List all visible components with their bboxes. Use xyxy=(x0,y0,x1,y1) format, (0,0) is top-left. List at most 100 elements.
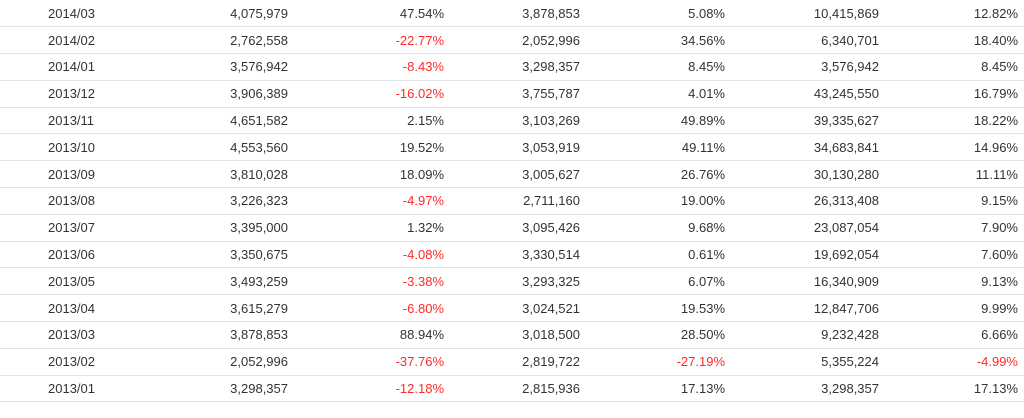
month-cell: 2013/05 xyxy=(0,267,100,296)
sales-cell: 4,651,582 xyxy=(100,107,290,135)
month-cell: 2013/03 xyxy=(0,321,100,349)
table-body: 2014/03 4,075,979 47.54% 3,878,853 5.08% 10,4… xyxy=(0,0,1024,403)
prev-year-sales-cell: 2,819,722 xyxy=(448,348,582,376)
prev-year-sales-cell: 3,103,269 xyxy=(448,107,582,135)
table-row: 2013/10 4,553,560 19.52% 3,053,919 49.11% 34,… xyxy=(0,133,1024,162)
month-cell: 2013/01 xyxy=(0,375,100,403)
mom-change-cell: 2.15% xyxy=(290,107,448,135)
prev-year-sales-cell: 3,024,521 xyxy=(448,294,582,323)
cumulative-sales-cell: 39,335,627 xyxy=(727,107,881,135)
table-row: 2014/03 4,075,979 47.54% 3,878,853 5.08% 10,4… xyxy=(0,0,1024,28)
cumulative-yoy-change-cell: 7.60% xyxy=(881,241,1024,269)
cumulative-sales-cell: 30,130,280 xyxy=(727,160,881,189)
cumulative-yoy-change-cell: 14.96% xyxy=(881,133,1024,162)
prev-year-sales-cell: 3,298,357 xyxy=(448,53,582,81)
mom-change-cell: 47.54% xyxy=(290,0,448,28)
table-row: 2013/11 4,651,582 2.15% 3,103,269 49.89% 39,3… xyxy=(0,107,1024,135)
yoy-change-cell: 0.61% xyxy=(582,241,727,269)
mom-change-cell: -16.02% xyxy=(290,80,448,108)
cumulative-yoy-change-cell: 6.66% xyxy=(881,321,1024,349)
table-row: 2013/03 3,878,853 88.94% 3,018,500 28.50% 9,2… xyxy=(0,321,1024,349)
cumulative-yoy-change-cell: 18.40% xyxy=(881,26,1024,55)
month-cell: 2013/11 xyxy=(0,107,100,135)
prev-year-sales-cell: 2,711,160 xyxy=(448,187,582,215)
month-cell: 2013/08 xyxy=(0,187,100,215)
yoy-change-cell: 9.68% xyxy=(582,214,727,242)
yoy-change-cell: 49.11% xyxy=(582,133,727,162)
prev-year-sales-cell: 3,878,853 xyxy=(448,0,582,28)
mom-change-cell: -8.43% xyxy=(290,53,448,81)
cumulative-yoy-change-cell: 9.13% xyxy=(881,267,1024,296)
mom-change-cell: -37.76% xyxy=(290,348,448,376)
prev-year-sales-cell: 3,095,426 xyxy=(448,214,582,242)
cumulative-sales-cell: 16,340,909 xyxy=(727,267,881,296)
cumulative-sales-cell: 6,340,701 xyxy=(727,26,881,55)
table-row: 2014/02 2,762,558 -22.77% 2,052,996 34.56% 6,… xyxy=(0,26,1024,55)
sales-cell: 3,615,279 xyxy=(100,294,290,323)
cumulative-sales-cell: 34,683,841 xyxy=(727,133,881,162)
month-cell: 2014/01 xyxy=(0,53,100,81)
yoy-change-cell: 28.50% xyxy=(582,321,727,349)
cumulative-sales-cell: 43,245,550 xyxy=(727,80,881,108)
prev-year-sales-cell: 3,005,627 xyxy=(448,160,582,189)
mom-change-cell: -6.80% xyxy=(290,294,448,323)
mom-change-cell: -22.77% xyxy=(290,26,448,55)
mom-change-cell: 88.94% xyxy=(290,321,448,349)
mom-change-cell: 18.09% xyxy=(290,160,448,189)
prev-year-sales-cell: 2,815,936 xyxy=(448,375,582,403)
cumulative-yoy-change-cell: 18.22% xyxy=(881,107,1024,135)
yoy-change-cell: 26.76% xyxy=(582,160,727,189)
table-row: 2013/06 3,350,675 -4.08% 3,330,514 0.61% 19,6… xyxy=(0,241,1024,269)
prev-year-sales-cell: 3,018,500 xyxy=(448,321,582,349)
yoy-change-cell: -27.19% xyxy=(582,348,727,376)
sales-cell: 3,493,259 xyxy=(100,267,290,296)
table-row: 2013/01 3,298,357 -12.18% 2,815,936 17.13% 3,… xyxy=(0,375,1024,403)
yoy-change-cell: 8.45% xyxy=(582,53,727,81)
month-cell: 2014/02 xyxy=(0,26,100,55)
cumulative-sales-cell: 12,847,706 xyxy=(727,294,881,323)
table-row: 2013/02 2,052,996 -37.76% 2,819,722 -27.19% 5… xyxy=(0,348,1024,376)
month-cell: 2013/09 xyxy=(0,160,100,189)
cumulative-yoy-change-cell: 9.15% xyxy=(881,187,1024,215)
cumulative-sales-cell: 5,355,224 xyxy=(727,348,881,376)
prev-year-sales-cell: 2,052,996 xyxy=(448,26,582,55)
mom-change-cell: -3.38% xyxy=(290,267,448,296)
prev-year-sales-cell: 3,293,325 xyxy=(448,267,582,296)
table-row: 2013/12 3,906,389 -16.02% 3,755,787 4.01% 43,… xyxy=(0,80,1024,108)
table-row: 2013/05 3,493,259 -3.38% 3,293,325 6.07% 16,3… xyxy=(0,267,1024,296)
yoy-change-cell: 19.53% xyxy=(582,294,727,323)
cumulative-yoy-change-cell: 7.90% xyxy=(881,214,1024,242)
table-row: 2013/09 3,810,028 18.09% 3,005,627 26.76% 30,… xyxy=(0,160,1024,189)
sales-cell: 3,810,028 xyxy=(100,160,290,189)
yoy-change-cell: 49.89% xyxy=(582,107,727,135)
prev-year-sales-cell: 3,755,787 xyxy=(448,80,582,108)
sales-cell: 2,052,996 xyxy=(100,348,290,376)
yoy-change-cell: 6.07% xyxy=(582,267,727,296)
cumulative-sales-cell: 26,313,408 xyxy=(727,187,881,215)
sales-cell: 3,298,357 xyxy=(100,375,290,403)
sales-cell: 3,906,389 xyxy=(100,80,290,108)
sales-cell: 4,553,560 xyxy=(100,133,290,162)
mom-change-cell: 19.52% xyxy=(290,133,448,162)
month-cell: 2013/06 xyxy=(0,241,100,269)
cumulative-yoy-change-cell: 9.99% xyxy=(881,294,1024,323)
cumulative-sales-cell: 3,576,942 xyxy=(727,53,881,81)
cumulative-yoy-change-cell: 12.82% xyxy=(881,0,1024,28)
cumulative-yoy-change-cell: 11.11% xyxy=(881,160,1024,189)
yoy-change-cell: 17.13% xyxy=(582,375,727,403)
sales-cell: 3,350,675 xyxy=(100,241,290,269)
sales-cell: 3,576,942 xyxy=(100,53,290,81)
table-row: 2013/08 3,226,323 -4.97% 2,711,160 19.00% 26,… xyxy=(0,187,1024,215)
mom-change-cell: -4.97% xyxy=(290,187,448,215)
cumulative-sales-cell: 19,692,054 xyxy=(727,241,881,269)
table-row: 2013/04 3,615,279 -6.80% 3,024,521 19.53% 12,… xyxy=(0,294,1024,323)
prev-year-sales-cell: 3,053,919 xyxy=(448,133,582,162)
yoy-change-cell: 19.00% xyxy=(582,187,727,215)
mom-change-cell: -12.18% xyxy=(290,375,448,403)
table-row: 2014/01 3,576,942 -8.43% 3,298,357 8.45% 3,57… xyxy=(0,53,1024,81)
mom-change-cell: 1.32% xyxy=(290,214,448,242)
cumulative-yoy-change-cell: 8.45% xyxy=(881,53,1024,81)
mom-change-cell: -4.08% xyxy=(290,241,448,269)
sales-cell: 3,395,000 xyxy=(100,214,290,242)
yoy-change-cell: 5.08% xyxy=(582,0,727,28)
